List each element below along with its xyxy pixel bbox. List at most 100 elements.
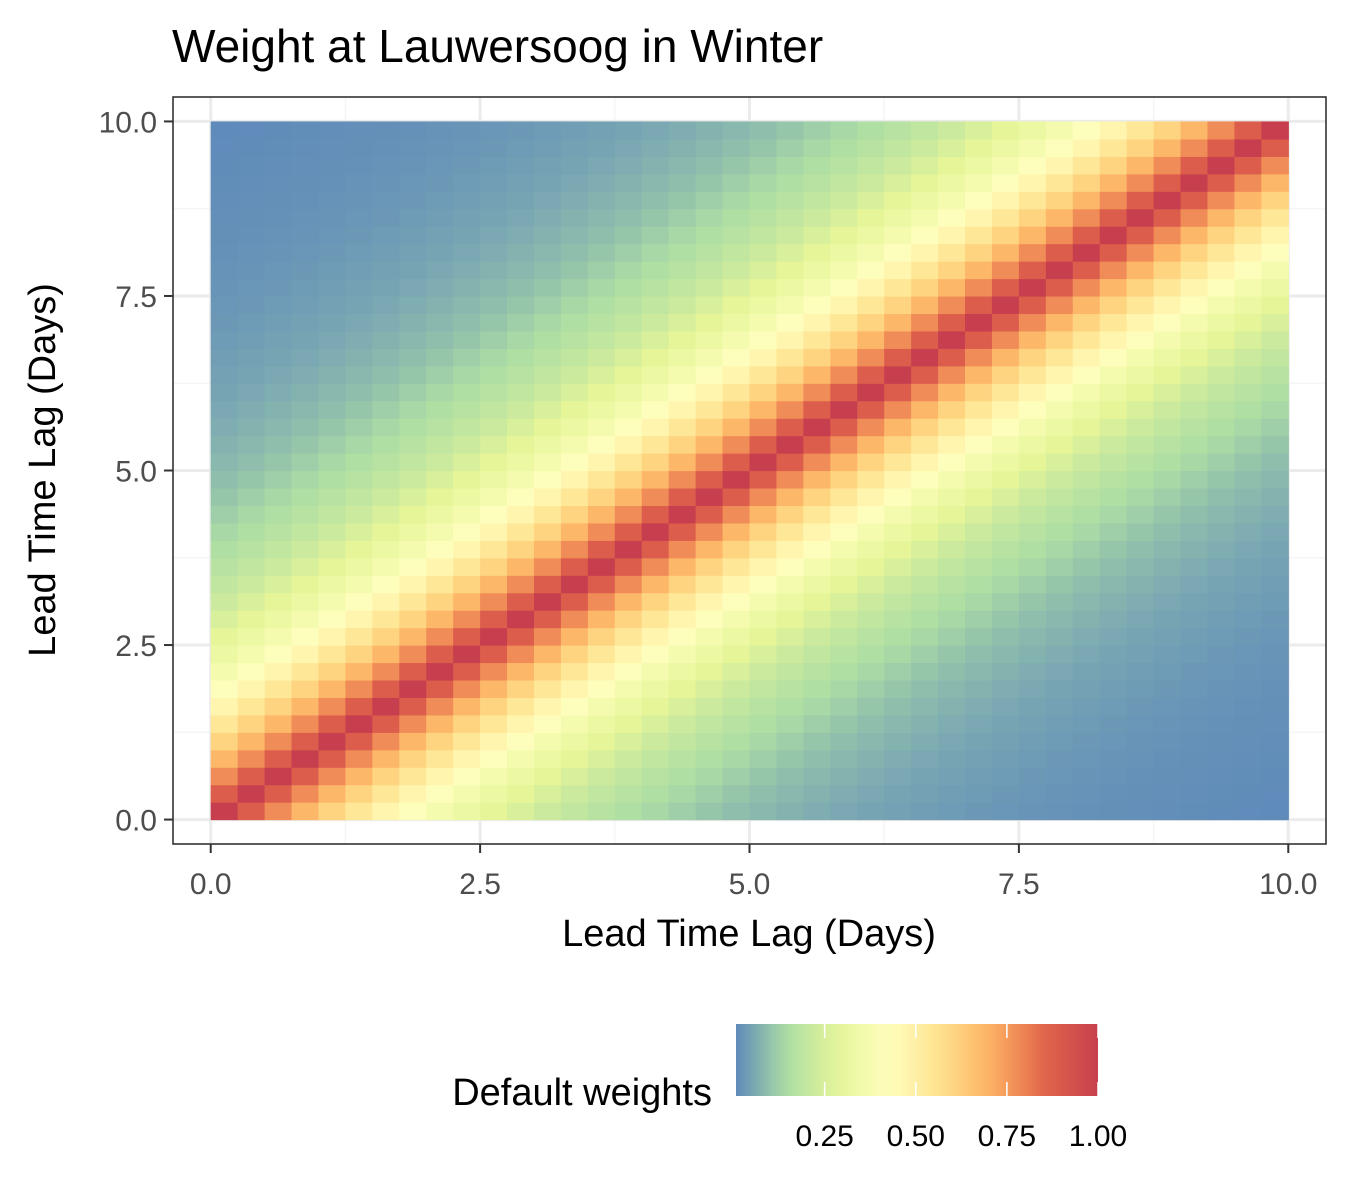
heatmap-cell [587,435,616,454]
heatmap-cell [1234,208,1262,227]
heatmap-cell [1207,732,1236,751]
heatmap-cell [1153,348,1182,367]
heatmap-cell [1180,697,1209,716]
heatmap-cell [749,191,778,210]
heatmap-cell [372,278,400,297]
heatmap-cell [533,435,562,454]
heatmap-cell [399,802,427,821]
heatmap-cell [453,575,481,594]
heatmap-cell [533,784,562,803]
heatmap-cell [749,418,778,437]
heatmap-cell [210,435,239,454]
heatmap-cell [587,679,616,698]
heatmap-cell [426,714,454,733]
heatmap-cell [991,191,1020,210]
heatmap-cell [587,470,616,489]
heatmap-cell [695,575,724,594]
heatmap-cell [587,540,616,559]
heatmap-cell [1099,243,1128,262]
heatmap-cell [641,732,670,751]
heatmap-cell [264,522,293,541]
heatmap-cell [399,470,427,489]
heatmap-cell [991,138,1020,157]
heatmap-cell [1180,295,1209,315]
x-tick-label: 2.5 [459,868,501,901]
heatmap-cell [641,243,670,262]
heatmap-cell [614,121,643,140]
heatmap-cell [1207,208,1236,227]
heatmap-cell [1099,749,1128,768]
heatmap-cell [1045,592,1074,611]
heatmap-cell [614,697,643,716]
heatmap-cell [507,575,535,594]
heatmap-cell [1072,470,1101,489]
heatmap-cell [830,435,858,454]
heatmap-cell [480,138,508,157]
heatmap-cell [560,295,589,315]
heatmap-cell [318,191,347,210]
heatmap-cell [614,208,643,227]
heatmap-cell [291,505,320,524]
heatmap-cell [1153,208,1182,227]
heatmap-cell [722,365,751,384]
heatmap-cell [857,383,885,402]
heatmap-cell [695,714,724,733]
heatmap-cell [1153,156,1182,175]
heatmap-cell [453,557,481,576]
heatmap-cell [803,435,831,454]
heatmap-cell [1153,610,1182,629]
heatmap-cell [318,505,347,524]
heatmap-cell [884,470,912,489]
heatmap-cell [210,226,239,245]
heatmap-cell [1207,522,1236,541]
heatmap-cell [1072,261,1101,280]
heatmap-cell [533,313,562,332]
y-axis: 0.02.55.07.510.0 [99,106,173,838]
heatmap-cell [668,697,697,716]
heatmap-cell [1180,261,1209,280]
heatmap-cell [560,487,589,506]
heatmap-cell [695,121,724,140]
heatmap-cell [749,278,778,297]
heatmap-cell [1261,522,1289,541]
heatmap-cell [1153,557,1182,576]
heatmap-cell [614,156,643,175]
heatmap-cell [884,784,912,803]
heatmap-cell [938,767,966,786]
heatmap-cell [776,714,804,733]
heatmap-cell [1072,348,1101,367]
heatmap-cell [237,330,266,349]
heatmap-cell [507,400,535,419]
heatmap-cell [722,400,751,419]
heatmap-cell [237,138,266,157]
heatmap-cell [453,592,481,611]
heatmap-cell [318,313,347,332]
heatmap-cell [830,610,858,629]
heatmap-cell [1072,697,1101,716]
heatmap-cell [938,435,966,454]
heatmap-cell [1018,348,1047,367]
heatmap-cell [991,295,1020,315]
heatmap-cell [1018,435,1047,454]
heatmap-cell [560,138,589,157]
heatmap-cell [911,732,939,751]
heatmap-cell [911,679,939,698]
heatmap-cell [372,330,400,349]
heatmap-cell [641,348,670,367]
heatmap-cell [399,610,427,629]
heatmap-cell [668,714,697,733]
heatmap-cell [776,627,804,646]
heatmap-cell [830,313,858,332]
heatmap-cell [803,784,831,803]
heatmap-cell [210,278,239,297]
heatmap-cell [641,191,670,210]
heatmap-cell [695,208,724,227]
heatmap-cell [614,802,643,821]
heatmap-cell [830,575,858,594]
heatmap-cell [668,226,697,245]
heatmap-cell [399,383,427,402]
heatmap-cell [453,679,481,698]
heatmap-cell [507,313,535,332]
heatmap-cell [614,243,643,262]
heatmap-cell [830,365,858,384]
